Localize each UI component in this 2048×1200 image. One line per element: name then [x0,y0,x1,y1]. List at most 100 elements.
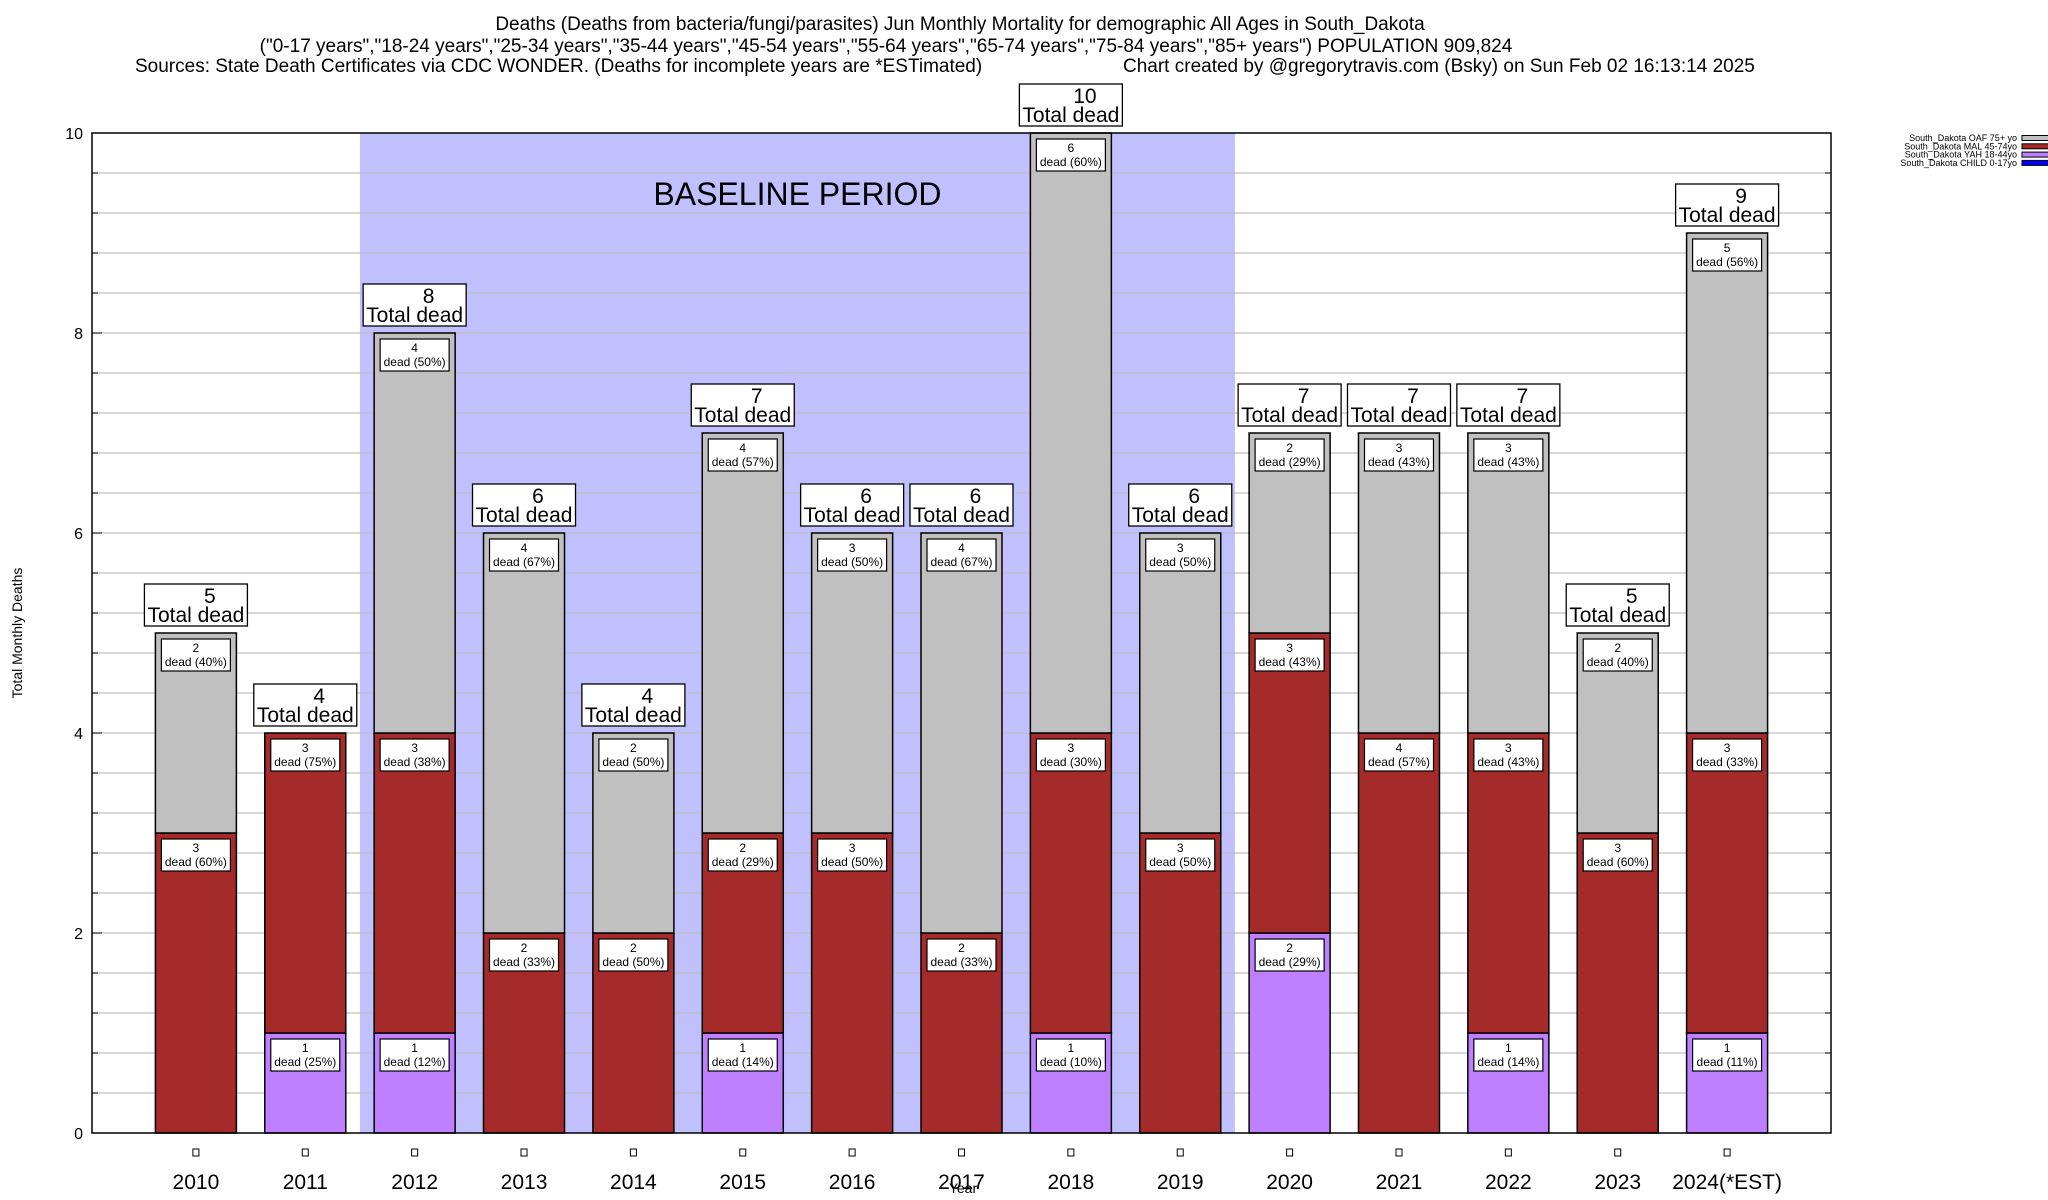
y-tick-label: 8 [74,326,83,343]
segment-label-box [1473,738,1544,772]
total-text: Total dead [476,504,573,527]
segment-count: 3 [411,741,418,755]
segment-percent: dead (33%) [493,955,555,969]
segment-percent: dead (50%) [821,855,883,869]
total-count: 7 [1517,385,1529,408]
segment-percent: dead (43%) [1368,455,1430,469]
segment-percent: dead (60%) [165,855,227,869]
segment-percent: dead (12%) [384,1055,446,1069]
x-tick-label: 2020 [1266,1171,1313,1194]
segment-label-box [488,938,560,972]
y-tick-label: 0 [74,1126,83,1143]
total-count: 6 [860,485,872,508]
segment-label-box [1691,1038,1763,1072]
chart-credit: Chart created by @gregorytravis.com (Bsk… [1123,56,1755,77]
x-tick-marker [629,1148,637,1157]
segment-label-box [1035,1038,1106,1072]
segment-label-box [926,538,997,572]
total-text: Total dead [1351,404,1448,427]
segment-count: 2 [1614,641,1621,655]
segment-count: 6 [1068,141,1075,155]
bar-segment [810,532,894,834]
segment-count: 3 [193,841,200,855]
segment-percent: dead (29%) [1259,455,1321,469]
segment-count: 4 [411,341,418,355]
segment-label-box [270,1038,341,1072]
segment-count: 3 [1068,741,1075,755]
total-text: Total dead [1132,504,1229,527]
segment-label-box [1691,238,1763,272]
total-label-box [1128,483,1233,527]
baseline-period-label: BASELINE PERIOD [653,176,941,212]
total-label-box [799,483,905,527]
total-text: Total dead [913,504,1010,527]
segment-percent: dead (43%) [1477,455,1539,469]
total-text: Total dead [1460,404,1557,427]
bar-segment [373,732,456,1034]
segment-label-box [1145,838,1216,872]
x-tick-label: 2021 [1376,1171,1423,1194]
bar-segment [1029,732,1113,1034]
segment-label-box [1582,838,1653,872]
bar-segment [1685,732,1769,1034]
total-text: Total dead [366,304,463,327]
total-label-box [1346,383,1452,427]
total-count: 4 [642,685,654,708]
x-tick-label: 2017 [938,1171,985,1194]
segment-label-box [160,838,232,872]
x-tick-label: 2018 [1048,1171,1095,1194]
segment-percent: dead (43%) [1477,755,1539,769]
y-tick-label: 10 [65,126,83,143]
segment-count: 3 [849,841,856,855]
segment-label-box [160,638,232,672]
segment-count: 1 [1068,1041,1075,1055]
total-count: 6 [970,485,982,508]
x-tick-label: 2012 [391,1171,438,1194]
total-text: Total dead [147,604,244,627]
x-tick-label: 2024(*EST) [1672,1171,1782,1194]
chart-subtitle: ("0-17 years","18-24 years","25-34 years… [260,36,1513,57]
legend-label: South_Dakota CHILD 0-17yo [1900,158,2017,168]
segment-label-box [1473,438,1544,472]
segment-label-box [1582,638,1653,672]
x-tick-marker [192,1148,200,1157]
total-count: 7 [1298,385,1310,408]
x-tick-label: 2015 [719,1171,766,1194]
segment-label-box [1035,138,1106,172]
segment-count: 3 [1724,741,1731,755]
bar-segment [1576,832,1659,1134]
bar-segment [1357,432,1441,734]
x-tick-marker [520,1148,528,1157]
total-count: 5 [1626,585,1638,608]
bar-segment [1248,632,1331,934]
segment-percent: dead (11%) [1697,1055,1758,1069]
legend-label: South_Dakota MAL 45-74yo [1904,141,2017,151]
x-tick-label: 2016 [829,1171,876,1194]
x-tick-label: 2010 [173,1171,220,1194]
total-count: 7 [1407,385,1419,408]
bar-segment [1467,432,1550,734]
x-tick-label: 2023 [1594,1171,1641,1194]
x-tick-label: 2019 [1157,1171,1204,1194]
segment-percent: dead (67%) [930,555,992,569]
total-count: 4 [313,685,325,708]
x-tick-marker [1614,1148,1622,1157]
bar-segment [482,532,566,934]
segment-percent: dead (29%) [712,855,774,869]
segment-count: 2 [630,941,637,955]
segment-percent: dead (57%) [1368,755,1430,769]
segment-label-box [817,538,888,572]
total-text: Total dead [585,704,682,727]
segment-percent: dead (40%) [165,655,227,669]
x-axis-label: Year [949,1180,978,1196]
segment-label-box [707,1038,778,1072]
total-label-box [690,383,795,427]
total-text: Total dead [1241,404,1338,427]
segment-count: 4 [521,541,528,555]
segment-count: 2 [521,941,528,955]
segment-count: 5 [1724,241,1731,255]
segment-percent: dead (29%) [1259,955,1321,969]
plot-frame [91,132,1832,1134]
segment-percent: dead (14%) [712,1055,774,1069]
segment-count: 1 [411,1041,418,1055]
